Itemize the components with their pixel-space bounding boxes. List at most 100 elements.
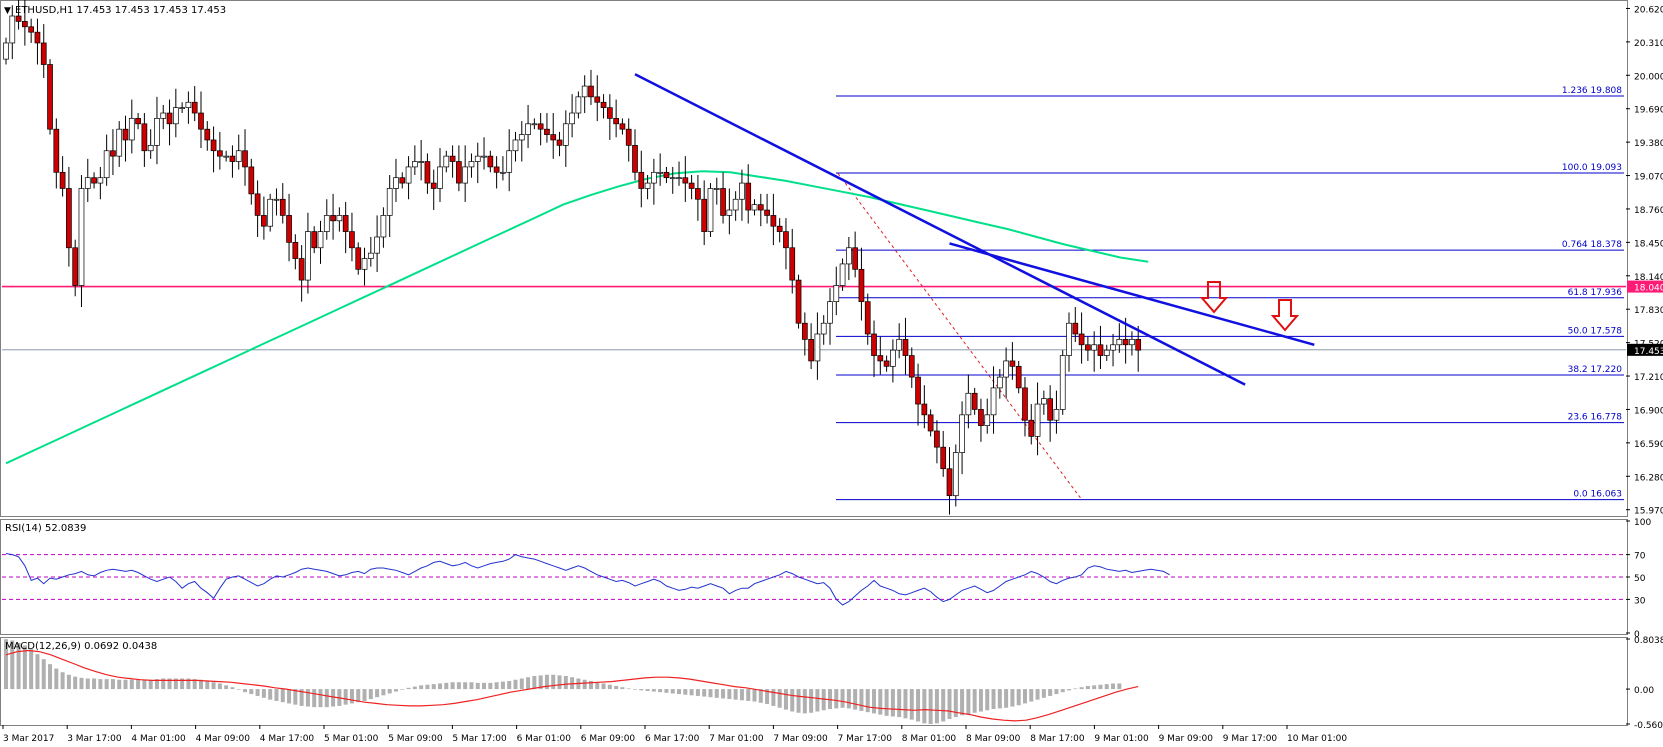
candle-body — [229, 155, 236, 162]
macd-histogram-bar — [494, 682, 499, 690]
macd-histogram-bar — [60, 672, 65, 690]
candle-body — [481, 155, 487, 158]
candle-body — [248, 166, 255, 195]
candle-body — [179, 107, 185, 109]
macd-histogram-bar — [714, 689, 719, 698]
candle-body — [1009, 360, 1016, 367]
macd-histogram-bar — [532, 675, 537, 690]
candle-body — [349, 231, 355, 249]
candle-body — [990, 387, 997, 416]
rsi-tick-label: 100 — [1634, 518, 1651, 528]
macd-histogram-bar — [1004, 689, 1009, 708]
candle-body — [210, 139, 217, 152]
fib-swing-line — [837, 173, 1083, 501]
candle-body — [1053, 409, 1060, 421]
candle-body — [198, 112, 204, 130]
candle-body — [393, 177, 399, 189]
candle-body — [726, 209, 733, 216]
macd-histogram-bar — [180, 678, 185, 690]
time-tick-label: 5 Mar 01:00 — [324, 734, 379, 744]
candle-body — [487, 155, 494, 168]
macd-histogram-bar — [438, 683, 443, 690]
candle-body — [1103, 349, 1110, 356]
macd-histogram-bar — [563, 675, 568, 690]
macd-histogram-bar — [727, 689, 732, 700]
macd-histogram-bar — [507, 680, 512, 690]
candle-body — [544, 128, 550, 135]
candle-body — [355, 247, 362, 270]
candle-body — [518, 134, 525, 141]
macd-histogram-bar — [400, 689, 405, 690]
price-plot: 1.236 19.808 100.0 19.093 0.764 18.378 61.8… — [2, 0, 1626, 515]
candle-body — [1059, 355, 1066, 410]
candle-body — [135, 118, 141, 125]
rsi-tick-label: 0 — [1634, 630, 1640, 640]
macd-histogram-bar — [664, 689, 669, 693]
price-tick-label: 18.140 — [1634, 273, 1663, 283]
time-tick-label: 4 Mar 09:00 — [196, 734, 251, 744]
macd-histogram-bar — [544, 674, 549, 690]
candle-body — [795, 279, 802, 324]
candle-body — [720, 188, 726, 216]
candle-body — [896, 339, 903, 351]
macd-histogram-bar — [947, 689, 952, 719]
macd-histogram-bar — [809, 689, 814, 713]
candle-body — [298, 258, 305, 281]
macd-histogram-bar — [280, 689, 285, 703]
macd-tick-label: 0.8038 — [1634, 636, 1663, 646]
candle-body — [739, 182, 745, 200]
macd-histogram-bar — [978, 689, 983, 712]
candle-body — [764, 209, 770, 216]
candle-body — [569, 112, 575, 125]
macd-histogram-bar — [1035, 689, 1040, 700]
macd-histogram-bar — [192, 679, 197, 690]
candle-body — [493, 166, 500, 173]
candle-body — [1129, 339, 1135, 346]
candle-body — [537, 123, 544, 130]
axes: 20.620 20.310 20.000 19.690 19.380 19.070 18.7… — [2, 5, 1663, 744]
chart-collapse-icon[interactable]: ▼ — [4, 6, 11, 16]
candle-body — [103, 150, 110, 179]
macd-histogram-bar — [519, 678, 524, 690]
candle-body — [613, 118, 619, 125]
candle-body — [921, 403, 928, 416]
time-tick-label: 8 Mar 01:00 — [902, 734, 957, 744]
candle-body — [971, 392, 978, 410]
down-arrow-icon — [1270, 299, 1300, 332]
macd-histogram-bar — [110, 679, 115, 690]
candle-body — [890, 349, 896, 367]
macd-histogram-bar — [312, 689, 317, 708]
macd-histogram-bar — [469, 682, 474, 690]
price-panel — [0, 0, 1628, 517]
candle-body — [367, 252, 374, 259]
macd-histogram-bar — [765, 689, 770, 705]
macd-histogram-bar — [909, 689, 914, 720]
macd-histogram-bar — [255, 689, 260, 696]
macd-histogram-bar — [444, 682, 449, 690]
candle-body — [946, 468, 953, 497]
macd-histogram-bar — [1067, 689, 1072, 691]
last-price-tag — [1627, 343, 1663, 356]
macd-histogram-bar — [1085, 685, 1090, 690]
macd-histogram-bar — [1022, 689, 1027, 704]
time-tick-label: 6 Mar 17:00 — [645, 734, 700, 744]
trendline — [949, 242, 1315, 346]
candle-body — [323, 215, 330, 232]
macd-histogram-bar — [186, 678, 191, 690]
resistance-price-label: 18.040 — [1634, 284, 1663, 294]
macd-histogram-bar — [4, 639, 8, 690]
candle-body — [871, 333, 877, 356]
price-tick-label: 20.000 — [1634, 72, 1663, 82]
candle-body — [864, 301, 871, 335]
macd-histogram-bar — [922, 689, 927, 724]
fib-level-label: 0.764 18.378 — [1562, 240, 1622, 250]
macd-histogram-bar — [651, 689, 656, 692]
down-arrow-icon — [1199, 281, 1229, 314]
candle-body — [28, 26, 35, 33]
candle-body — [902, 339, 909, 356]
macd-histogram-bar — [85, 678, 90, 690]
macd-histogram-bar — [601, 683, 606, 690]
candle-body — [657, 171, 664, 174]
macd-histogram-bar — [570, 677, 575, 690]
